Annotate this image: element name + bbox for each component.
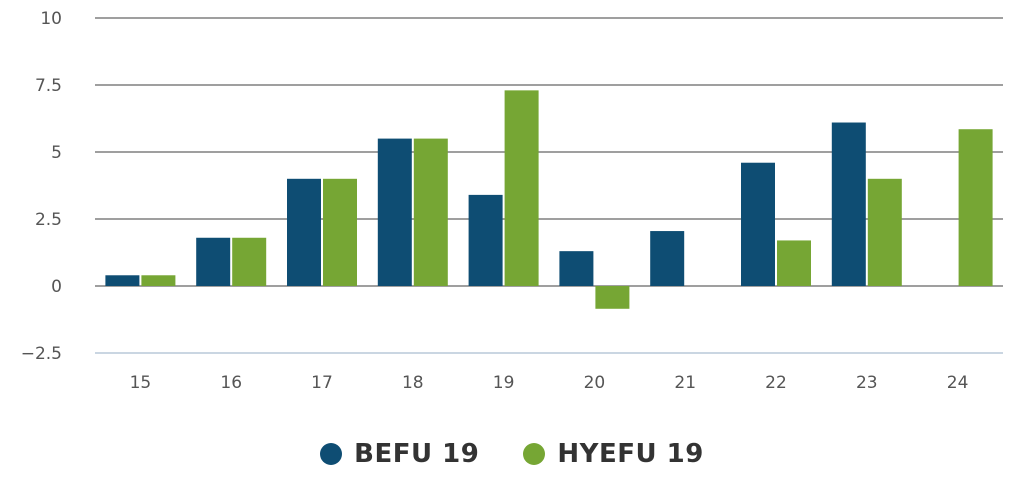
- legend-item-befu: BEFU 19: [320, 439, 479, 469]
- legend-label-hyefu: HYEFU 19: [557, 439, 704, 469]
- bar-befu-16: [196, 237, 231, 286]
- legend-swatch-befu: [320, 443, 343, 465]
- y-tick-label: 0: [51, 277, 62, 297]
- x-tick-label: 20: [584, 373, 606, 393]
- bar-befu-21: [650, 231, 685, 286]
- legend-item-hyefu: HYEFU 19: [523, 439, 703, 469]
- x-tick-label: 19: [493, 373, 515, 393]
- y-tick-label: 2.5: [35, 210, 62, 230]
- bar-befu-22: [741, 162, 775, 286]
- bar-hyefu-23: [867, 178, 902, 286]
- legend: BEFU 19 HYEFU 19: [0, 432, 1024, 476]
- chart-plot: 10 7.5 5 2.5 0 −2.5 15 16 17 18 19 20 21 22 23 24: [21, 9, 1003, 393]
- x-tick-label: 16: [220, 373, 242, 393]
- bar-hyefu-18: [413, 138, 448, 286]
- legend-swatch-hyefu: [523, 443, 546, 465]
- y-tick-label: 5: [51, 143, 62, 163]
- x-tick-label: 15: [130, 373, 152, 393]
- bar-befu-20: [559, 251, 594, 286]
- y-tick-label: 10: [40, 9, 62, 29]
- x-tick-label: 24: [947, 373, 969, 393]
- bar-hyefu-19: [504, 90, 539, 286]
- x-tick-label: 23: [856, 373, 878, 393]
- bar-hyefu-24: [958, 129, 993, 286]
- bar-befu-19: [468, 194, 503, 286]
- y-tick-label: −2.5: [21, 344, 62, 364]
- bar-befu-23: [831, 122, 866, 287]
- bar-befu-18: [377, 138, 412, 286]
- bar-befu-17: [287, 178, 321, 286]
- bar-hyefu-20: [595, 286, 630, 309]
- bar-hyefu-22: [777, 240, 811, 286]
- bar-hyefu-16: [232, 237, 267, 286]
- x-tick-label: 18: [402, 373, 424, 393]
- x-tick-label: 17: [311, 373, 333, 393]
- bar-hyefu-15: [141, 275, 176, 286]
- bar-hyefu-17: [323, 178, 357, 286]
- x-tick-label: 22: [765, 373, 787, 393]
- legend-label-befu: BEFU 19: [354, 439, 480, 469]
- bar-befu-15: [105, 275, 140, 286]
- x-tick-label: 21: [674, 373, 696, 393]
- y-tick-label: 7.5: [35, 76, 62, 96]
